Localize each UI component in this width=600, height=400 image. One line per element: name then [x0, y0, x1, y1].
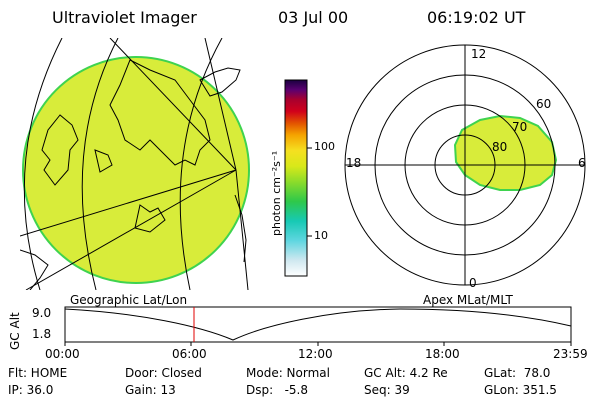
timeline-tick-1800: 18:00 [425, 347, 460, 361]
polar-label-18: 18 [346, 156, 362, 170]
info-dsp: Dsp: -5.8 [246, 383, 309, 397]
polar-label-0: 0 [469, 276, 477, 290]
info-glat: GLat: 78.0 [484, 366, 551, 380]
info-seq: Seq: 39 [364, 383, 410, 397]
polar-lat-60: 60 [536, 97, 552, 111]
polar-lat-70: 70 [512, 120, 528, 134]
timeline-tick-1200: 12:00 [298, 347, 333, 361]
info-flight: Flt: HOME [8, 366, 68, 380]
colorbar-label-10: 10 [314, 229, 328, 242]
timeline-frame [64, 306, 572, 343]
colorbar-label-100: 100 [314, 140, 335, 153]
timeline-tick-2359: 23:59 [553, 347, 588, 361]
colorbar [284, 79, 308, 277]
info-glon: GLon: 351.5 [484, 383, 557, 397]
timeline-plot [64, 306, 572, 346]
gc-alt-curve [64, 308, 572, 341]
geo-coastlines [20, 59, 247, 290]
info-gain: Gain: 13 [125, 383, 176, 397]
geo-image-disk [22, 56, 250, 284]
timeline-ymin: 1.8 [32, 327, 52, 341]
timeline-right-title: Apex MLat/MLT [423, 293, 513, 307]
timeline-tick-0000: 00:00 [45, 347, 80, 361]
date-label: 03 Jul 00 [278, 8, 349, 27]
colorbar-unit-label: photon cm⁻²s⁻¹ [270, 150, 283, 236]
instrument-title: Ultraviolet Imager [52, 8, 197, 27]
timeline-ticks [64, 342, 572, 346]
polar-label-12: 12 [471, 47, 487, 61]
time-label: 06:19:02 UT [427, 8, 526, 27]
polar-plot [344, 44, 586, 286]
polar-label-6: 6 [578, 156, 586, 170]
geo-graticule [20, 38, 249, 290]
info-ip: IP: 36.0 [8, 383, 54, 397]
info-mode: Mode: Normal [246, 366, 330, 380]
timeline-left-title: Geographic Lat/Lon [70, 293, 188, 307]
info-door: Door: Closed [125, 366, 202, 380]
timeline-ymax: 9.0 [32, 306, 52, 320]
geographic-map [20, 38, 250, 290]
info-gc-alt: GC Alt: 4.2 Re [364, 366, 448, 380]
timeline-tick-0600: 06:00 [172, 347, 207, 361]
polar-lat-80: 80 [492, 140, 508, 154]
auroral-oval-region [453, 114, 558, 191]
timeline-axis-label: GC Alt [8, 312, 22, 350]
